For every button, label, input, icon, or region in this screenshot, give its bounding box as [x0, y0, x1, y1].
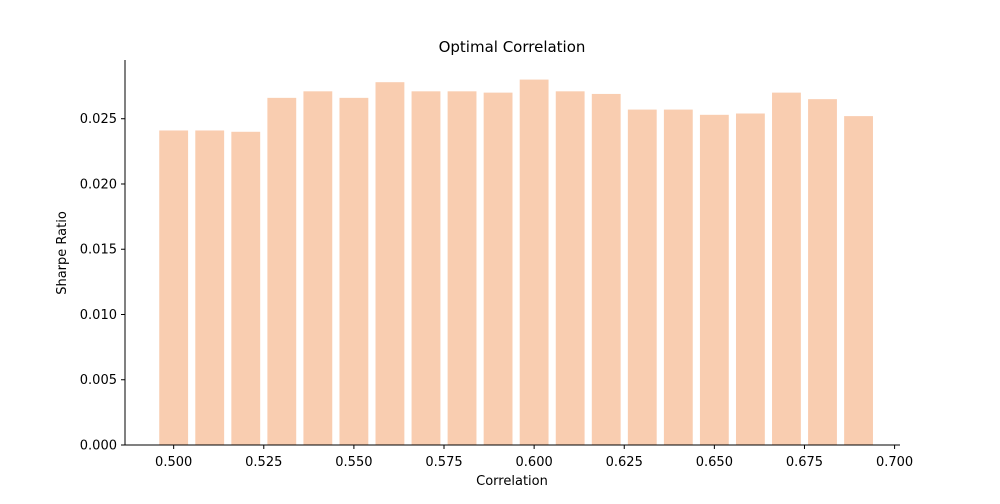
bar [231, 131, 261, 445]
x-axis-label: Correlation [476, 474, 548, 489]
bar [735, 113, 765, 445]
x-axis-ticks: 0.500 0.525 0.550 0.575 0.600 0.625 0.650 0.675… [155, 445, 913, 470]
y-axis-ticks: 0.000 0.005 0.010 0.015 0.020 0.025 [80, 112, 125, 454]
y-tick-label: 0.015 [80, 243, 117, 258]
y-axis-label: Sharpe Ratio [55, 211, 70, 295]
x-tick-label: 0.675 [786, 455, 823, 470]
x-tick-label: 0.525 [245, 455, 282, 470]
y-tick-label: 0.010 [80, 308, 117, 323]
x-tick-label: 0.700 [876, 455, 913, 470]
y-tick-label: 0.005 [80, 373, 117, 388]
bar [555, 91, 585, 445]
bar [663, 109, 693, 445]
bar [591, 93, 621, 446]
x-tick-label: 0.600 [516, 455, 553, 470]
bar [772, 92, 801, 445]
bar [303, 91, 333, 445]
bar [339, 97, 369, 445]
bar [375, 82, 405, 445]
y-tick-label: 0.000 [80, 439, 117, 454]
bar [411, 91, 441, 445]
bar [159, 130, 189, 445]
bar [627, 109, 657, 445]
bar [699, 114, 729, 445]
bar [447, 91, 477, 445]
x-tick-label: 0.625 [606, 455, 643, 470]
x-tick-label: 0.500 [155, 455, 192, 470]
bar [483, 92, 513, 445]
bar [519, 79, 549, 445]
x-tick-label: 0.550 [335, 455, 372, 470]
y-tick-label: 0.025 [80, 112, 117, 127]
bar [195, 130, 225, 445]
bar [844, 116, 873, 446]
bar [267, 97, 297, 445]
chart-title: Optimal Correlation [439, 38, 586, 56]
bar [808, 99, 837, 446]
x-tick-label: 0.575 [425, 455, 462, 470]
x-tick-label: 0.650 [696, 455, 733, 470]
bar-series [159, 79, 873, 446]
y-tick-label: 0.020 [80, 177, 117, 192]
